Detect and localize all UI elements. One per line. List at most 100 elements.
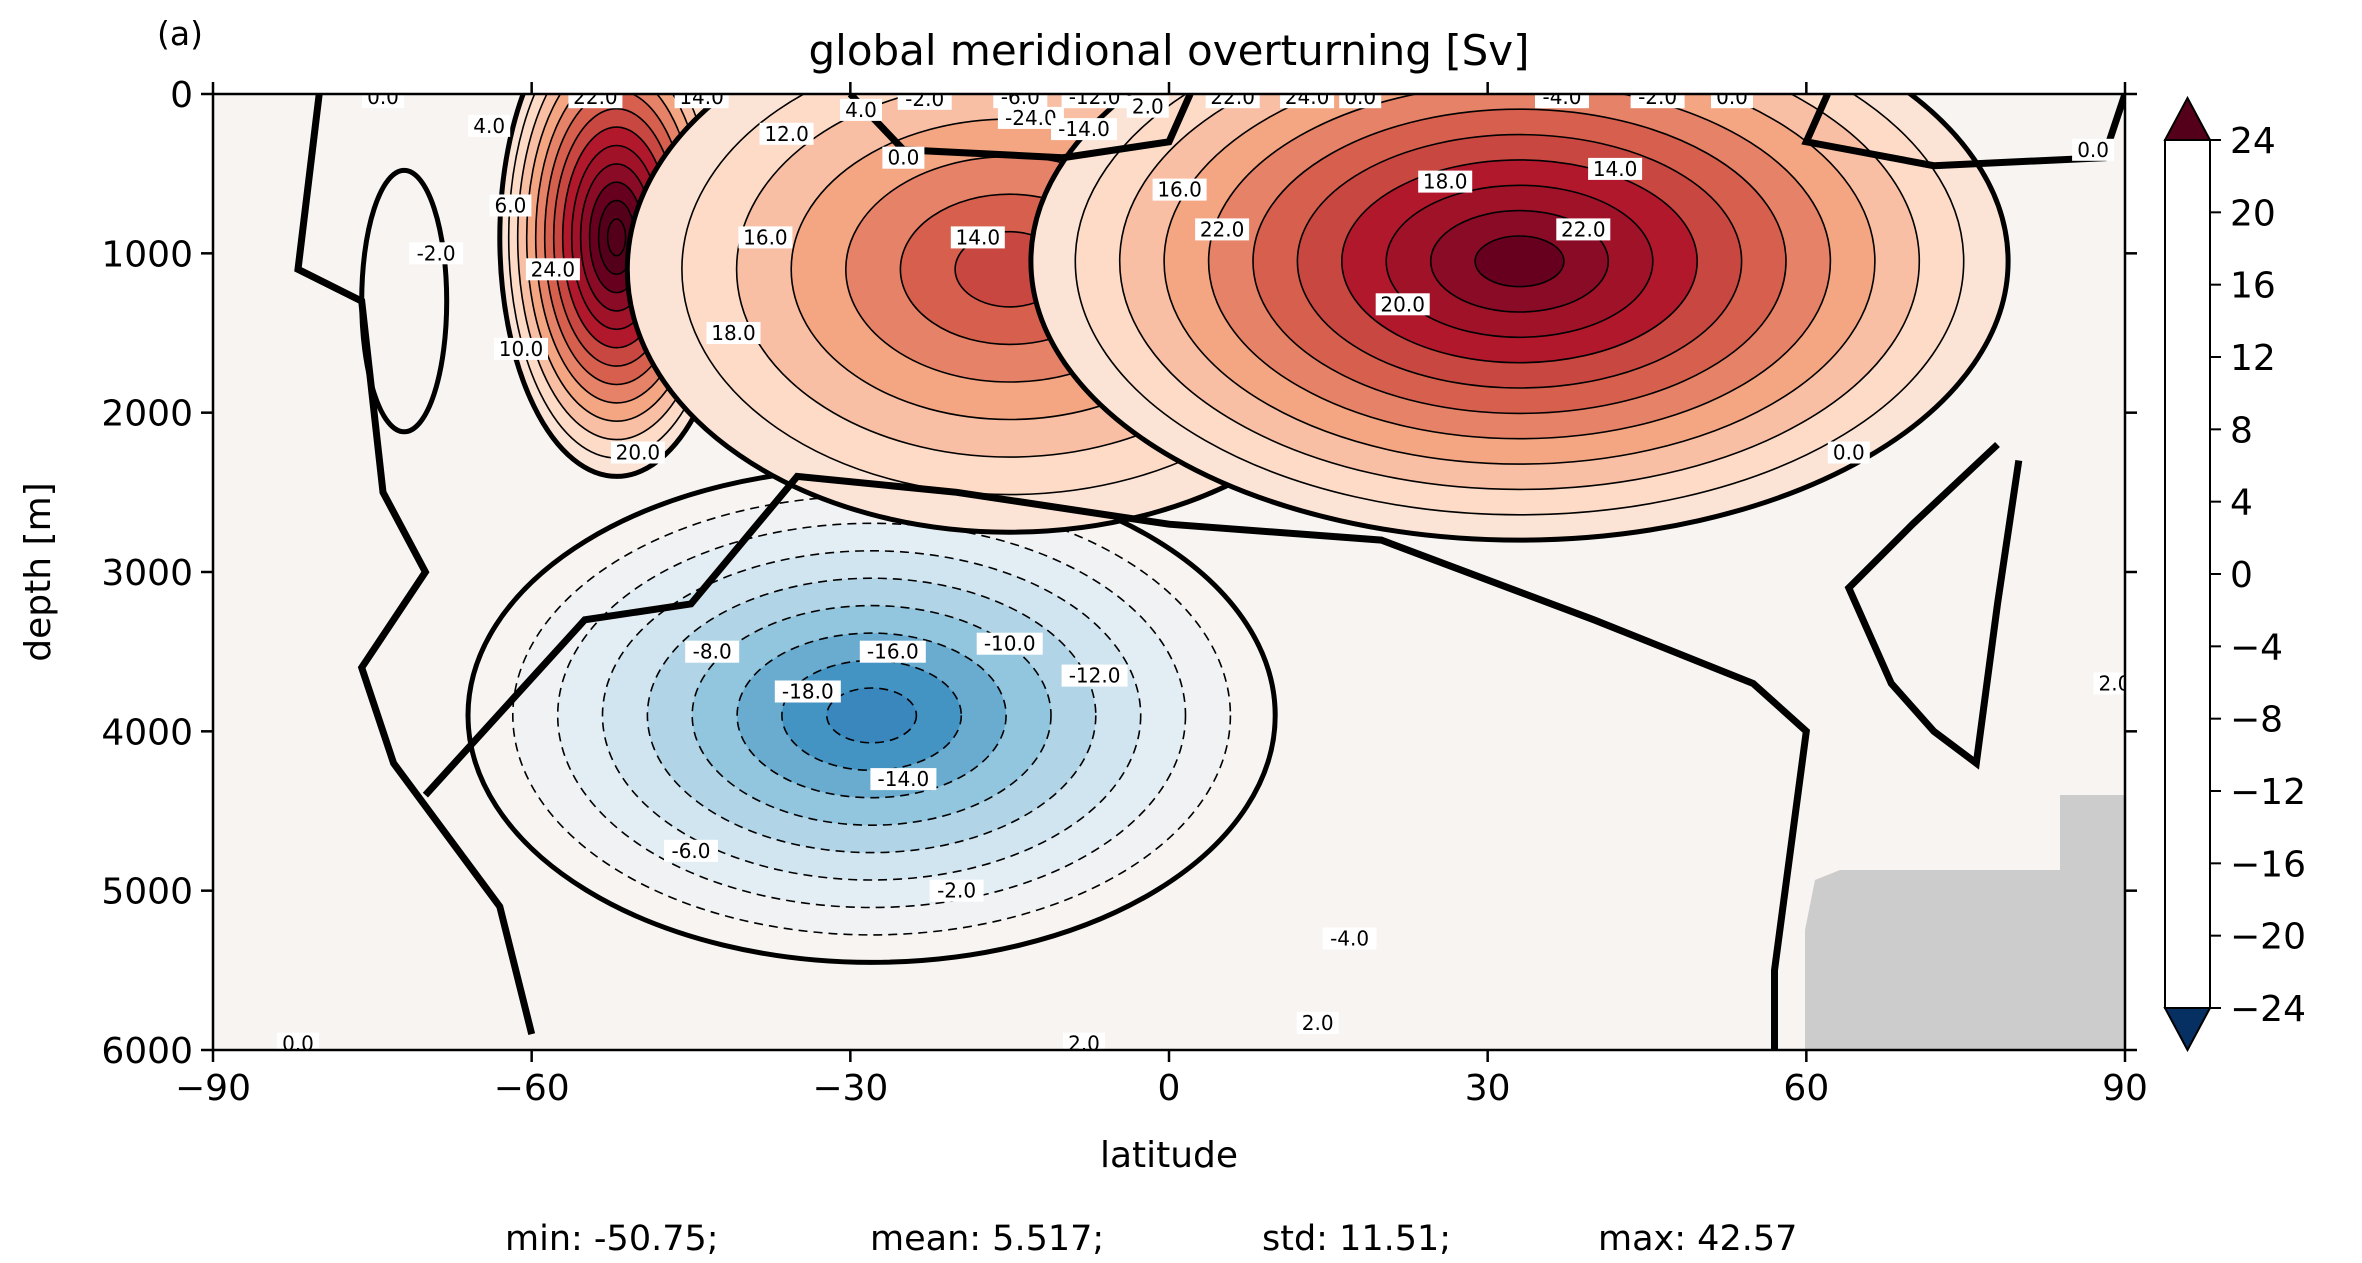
stat-max: max: 42.57	[1598, 1219, 1797, 1259]
colorbar-tick-label: 4	[2230, 483, 2253, 524]
svg-text:0.0: 0.0	[1833, 441, 1865, 465]
contour-label: 20.0	[1375, 292, 1430, 316]
svg-text:-6.0: -6.0	[1001, 85, 1040, 109]
contour-label: 0.0	[882, 146, 925, 170]
svg-text:-4.0: -4.0	[1542, 85, 1581, 109]
svg-text:-8.0: -8.0	[693, 640, 732, 664]
contour-label: -2.0	[1630, 94, 1685, 109]
contour-label: 2.0	[1063, 1032, 1105, 1050]
contour-label: -2.0	[409, 241, 464, 265]
contour-label: -4.0	[1535, 85, 1589, 109]
svg-text:0.0: 0.0	[282, 1032, 314, 1056]
contour-label: 24.0	[1280, 94, 1335, 109]
svg-text:-16.0: -16.0	[867, 640, 919, 664]
contour-label: 6.0	[489, 194, 532, 218]
contour-label: -8.0	[685, 640, 740, 664]
contour-label: 14.0	[950, 225, 1005, 249]
x-tick-label: 0	[1158, 1068, 1181, 1109]
svg-text:22.0: 22.0	[1561, 217, 1606, 241]
svg-text:22.0: 22.0	[1210, 85, 1255, 109]
svg-text:-6.0: -6.0	[671, 839, 710, 863]
svg-text:0.0: 0.0	[367, 85, 399, 109]
x-tick-label: 30	[1465, 1068, 1511, 1109]
contour-band	[825, 687, 918, 744]
svg-text:-12.0: -12.0	[1069, 664, 1121, 688]
svg-text:4.0: 4.0	[473, 114, 505, 138]
colorbar: 24 20 16 12 8 4 0 −4 −8 −12 −16 −20 −24	[2163, 95, 2306, 1053]
contour-label: 0.0	[362, 85, 404, 109]
contour-labels: 0.0 4.0 6.0 -2.0 24.0 10.0 22.0 14.0 12.0 16.0 18.…	[277, 85, 2130, 1056]
y-tick-label: 1000	[101, 234, 193, 275]
x-tick-label: −60	[494, 1068, 570, 1109]
svg-text:14.0: 14.0	[956, 225, 1001, 249]
zero-contour	[847, 94, 1194, 162]
colorbar-tick-label: 0	[2230, 555, 2253, 596]
zero-contour	[1844, 441, 2023, 770]
contour-label: -12.0	[1061, 85, 1128, 109]
contour-label: 4.0	[468, 114, 511, 138]
stat-mean: mean: 5.517;	[870, 1219, 1104, 1259]
contour-label: 2.0	[2093, 672, 2130, 696]
colorbar-tick-label: 24	[2230, 121, 2276, 162]
land-mask	[1805, 795, 2125, 1050]
colorbar-tick-label: −12	[2230, 772, 2306, 813]
contour-label: -2.0	[897, 87, 952, 111]
colorbar-tick-label: −24	[2230, 989, 2306, 1030]
colorbar-tick-label: 12	[2230, 338, 2276, 379]
contour-label: 0.0	[277, 1032, 319, 1056]
svg-text:10.0: 10.0	[499, 337, 544, 361]
contour-label: 0.0	[1827, 441, 1870, 465]
y-tick-label: 6000	[101, 1031, 193, 1072]
y-tick-label: 0	[170, 75, 193, 116]
y-axis-label: depth [m]	[18, 482, 59, 661]
svg-text:22.0: 22.0	[573, 85, 618, 109]
y-axis: 0 1000 2000 3000 4000 5000 6000	[101, 75, 2137, 1072]
svg-text:24.0: 24.0	[531, 257, 576, 281]
contour-label: -12.0	[1061, 664, 1128, 688]
x-tick-label: 90	[2102, 1068, 2148, 1109]
colorbar-tick-label: −4	[2230, 627, 2283, 668]
svg-text:14.0: 14.0	[1593, 157, 1638, 181]
svg-text:-10.0: -10.0	[984, 632, 1036, 656]
svg-text:-14.0: -14.0	[1058, 117, 1110, 141]
stat-min: min: -50.75;	[505, 1219, 719, 1259]
svg-text:14.0: 14.0	[679, 85, 724, 109]
svg-text:20.0: 20.0	[1380, 292, 1425, 316]
contour-label: 24.0	[525, 257, 580, 281]
colorbar-tick-label: −16	[2230, 844, 2306, 885]
svg-text:4.0: 4.0	[845, 98, 877, 122]
svg-text:-12.0: -12.0	[1069, 85, 1121, 109]
colorbar-tick-label: 8	[2230, 410, 2253, 451]
plot-area: 0.0 4.0 6.0 -2.0 24.0 10.0 22.0 14.0 12.0 16.0 18.…	[213, 85, 2130, 1056]
panel-label: (a)	[157, 14, 203, 53]
colorbar-extend-max	[2163, 95, 2212, 141]
svg-text:-2.0: -2.0	[905, 87, 944, 111]
overturning-cells	[359, 94, 2011, 965]
contour-label: 22.0	[1556, 217, 1611, 241]
svg-text:-14.0: -14.0	[878, 767, 930, 791]
colorbar-tick-label: 16	[2230, 266, 2276, 307]
colorbar-tick-label: 20	[2230, 193, 2276, 234]
contour-label: 14.0	[1588, 157, 1643, 181]
contour-label: 14.0	[674, 85, 729, 109]
colorbar-extend-min	[2163, 1007, 2212, 1053]
zero-contour	[294, 94, 536, 1035]
svg-text:2.0: 2.0	[2098, 672, 2130, 696]
contour-label: 0.0	[1339, 85, 1382, 109]
contour-label: -10.0	[976, 632, 1043, 656]
x-tick-label: 60	[1783, 1068, 1829, 1109]
x-axis: −90 −60 −30 0 30 60 90	[175, 82, 2148, 1109]
chart-title: global meridional overturning [Sv]	[808, 26, 1529, 75]
svg-text:6.0: 6.0	[494, 194, 526, 218]
y-tick-label: 5000	[101, 872, 193, 913]
land-mask-north	[1805, 795, 2125, 1050]
contour-label: -14.0	[1051, 117, 1117, 141]
colorbar-tick-label: −20	[2230, 917, 2306, 958]
contour-label: 18.0	[706, 321, 761, 345]
contour-lines	[294, 94, 2125, 1050]
contour-label: 16.0	[1152, 178, 1207, 202]
contour-label: 18.0	[1418, 170, 1473, 194]
svg-text:0.0: 0.0	[1344, 85, 1376, 109]
y-tick-label: 3000	[101, 553, 193, 594]
